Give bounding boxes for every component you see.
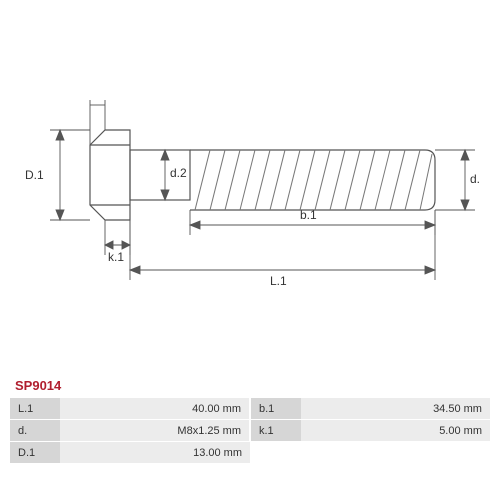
spec-value-L1: 40.00 mm [60, 398, 249, 420]
spec-label-d: d. [10, 420, 60, 442]
bolt-technical-drawing: D.1 d.2 d. k.1 b.1 L.1 [10, 60, 490, 300]
table-row: D.1 13.00 mm [10, 442, 490, 464]
label-d: d. [470, 172, 480, 186]
spec-label-k1: k.1 [251, 420, 301, 442]
spec-value-d: M8x1.25 mm [60, 420, 249, 442]
table-row: d. M8x1.25 mm k.1 5.00 mm [10, 420, 490, 442]
label-d2: d.2 [170, 166, 187, 180]
spec-table: L.1 40.00 mm b.1 34.50 mm d. M8x1.25 mm … [10, 398, 490, 464]
spec-value-k1: 5.00 mm [301, 420, 490, 442]
spec-label-L1: L.1 [10, 398, 60, 420]
bolt-svg [10, 60, 490, 300]
label-k1: k.1 [108, 250, 124, 264]
label-b1: b.1 [300, 208, 317, 222]
label-L1: L.1 [270, 274, 287, 288]
spec-label-b1: b.1 [251, 398, 301, 420]
part-number: SP9014 [15, 378, 61, 393]
label-D1: D.1 [25, 168, 44, 182]
spec-value-b1: 34.50 mm [301, 398, 490, 420]
table-row: L.1 40.00 mm b.1 34.50 mm [10, 398, 490, 420]
spec-value-D1: 13.00 mm [60, 442, 250, 464]
spec-label-D1: D.1 [10, 442, 60, 464]
